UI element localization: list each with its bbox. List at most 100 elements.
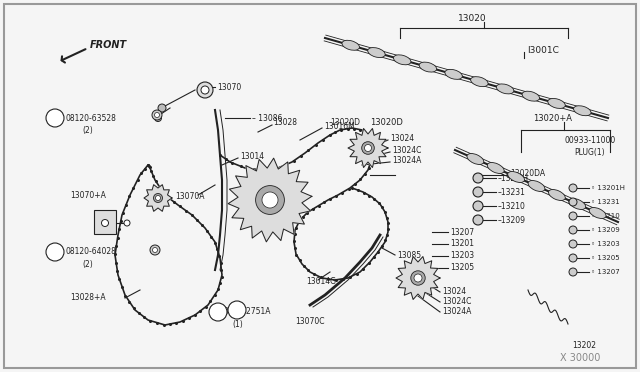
Text: 13024: 13024: [390, 134, 414, 142]
Circle shape: [569, 212, 577, 220]
Ellipse shape: [419, 62, 436, 72]
Text: B: B: [216, 308, 221, 317]
Text: –13231: –13231: [498, 187, 526, 196]
Ellipse shape: [522, 91, 540, 101]
Text: 13020: 13020: [458, 13, 486, 22]
Ellipse shape: [467, 154, 484, 164]
Text: ◦ 13207: ◦ 13207: [591, 269, 620, 275]
Circle shape: [569, 268, 577, 276]
Circle shape: [569, 198, 577, 206]
Text: 13024C: 13024C: [442, 296, 472, 305]
Circle shape: [569, 226, 577, 234]
Text: PLUG(1): PLUG(1): [574, 148, 605, 157]
Text: (1): (1): [232, 321, 243, 330]
Text: ◦ 13231: ◦ 13231: [591, 199, 620, 205]
Text: (2): (2): [82, 260, 93, 269]
Ellipse shape: [394, 55, 411, 65]
Ellipse shape: [342, 40, 360, 50]
Circle shape: [209, 303, 227, 321]
Circle shape: [262, 192, 278, 208]
Text: –1320lH: –1320lH: [498, 173, 529, 183]
Circle shape: [569, 254, 577, 262]
Circle shape: [201, 86, 209, 94]
Text: 08120-63528: 08120-63528: [65, 113, 116, 122]
Circle shape: [154, 112, 159, 118]
Polygon shape: [396, 257, 440, 299]
Text: 13028: 13028: [273, 118, 297, 126]
Text: –13209: –13209: [498, 215, 526, 224]
Circle shape: [154, 193, 163, 202]
Ellipse shape: [569, 199, 586, 209]
Text: ◦ 13210: ◦ 13210: [591, 213, 620, 219]
Circle shape: [150, 245, 160, 255]
Circle shape: [362, 142, 374, 154]
FancyBboxPatch shape: [4, 4, 636, 368]
Ellipse shape: [508, 171, 525, 183]
Polygon shape: [144, 185, 172, 211]
Circle shape: [197, 82, 213, 98]
Text: 13070C: 13070C: [295, 317, 324, 327]
Text: –13210: –13210: [498, 202, 526, 211]
Text: 13014G: 13014G: [306, 278, 336, 286]
Circle shape: [154, 115, 161, 122]
Text: 13020+A: 13020+A: [533, 113, 572, 122]
Text: FRONT: FRONT: [90, 40, 127, 50]
Text: – 13086: – 13086: [252, 113, 282, 122]
Circle shape: [255, 186, 284, 214]
Ellipse shape: [497, 84, 514, 94]
Text: 13016M: 13016M: [324, 122, 355, 131]
Circle shape: [228, 301, 246, 319]
Text: X 30000: X 30000: [559, 353, 600, 363]
Text: 13085: 13085: [397, 251, 421, 260]
Text: 13203: 13203: [450, 251, 474, 260]
Circle shape: [46, 243, 64, 261]
Text: 13070A: 13070A: [175, 192, 205, 201]
Text: 13024C: 13024C: [392, 145, 421, 154]
Text: B: B: [52, 247, 58, 257]
Text: 13205: 13205: [450, 263, 474, 273]
Text: B: B: [234, 305, 239, 314]
Text: 13020DA: 13020DA: [510, 169, 545, 177]
Circle shape: [473, 215, 483, 225]
Text: 13024A: 13024A: [442, 307, 472, 315]
Text: l3001C: l3001C: [527, 45, 559, 55]
Circle shape: [365, 144, 371, 151]
Text: ◦ 13203: ◦ 13203: [591, 241, 620, 247]
Ellipse shape: [487, 163, 504, 173]
Text: 13207: 13207: [450, 228, 474, 237]
Text: 08044-2751A: 08044-2751A: [220, 308, 271, 317]
Circle shape: [414, 274, 422, 282]
Text: (2): (2): [82, 125, 93, 135]
FancyBboxPatch shape: [94, 210, 116, 234]
Circle shape: [569, 184, 577, 192]
Text: 13070+A: 13070+A: [70, 190, 106, 199]
Circle shape: [473, 201, 483, 211]
Circle shape: [124, 220, 130, 226]
Text: 13070: 13070: [217, 83, 241, 92]
Ellipse shape: [548, 189, 565, 201]
Text: 13020D: 13020D: [370, 118, 403, 126]
Text: ◦ 13205: ◦ 13205: [591, 255, 620, 261]
Ellipse shape: [368, 48, 385, 58]
Text: 13020D: 13020D: [330, 118, 360, 126]
Circle shape: [102, 219, 109, 227]
Text: 00933-11000: 00933-11000: [565, 135, 616, 144]
Circle shape: [46, 109, 64, 127]
Ellipse shape: [528, 180, 545, 192]
Ellipse shape: [445, 70, 462, 79]
Circle shape: [156, 196, 161, 201]
Circle shape: [411, 271, 425, 285]
Circle shape: [473, 187, 483, 197]
Circle shape: [473, 173, 483, 183]
Circle shape: [569, 240, 577, 248]
Text: 13024A: 13024A: [392, 155, 421, 164]
Text: 13201: 13201: [450, 240, 474, 248]
Ellipse shape: [548, 99, 565, 108]
Circle shape: [158, 104, 166, 112]
Text: 13014: 13014: [240, 151, 264, 160]
Ellipse shape: [589, 208, 606, 218]
Polygon shape: [348, 128, 388, 167]
Text: 13024: 13024: [442, 286, 466, 295]
Circle shape: [152, 110, 162, 120]
Ellipse shape: [573, 106, 591, 116]
